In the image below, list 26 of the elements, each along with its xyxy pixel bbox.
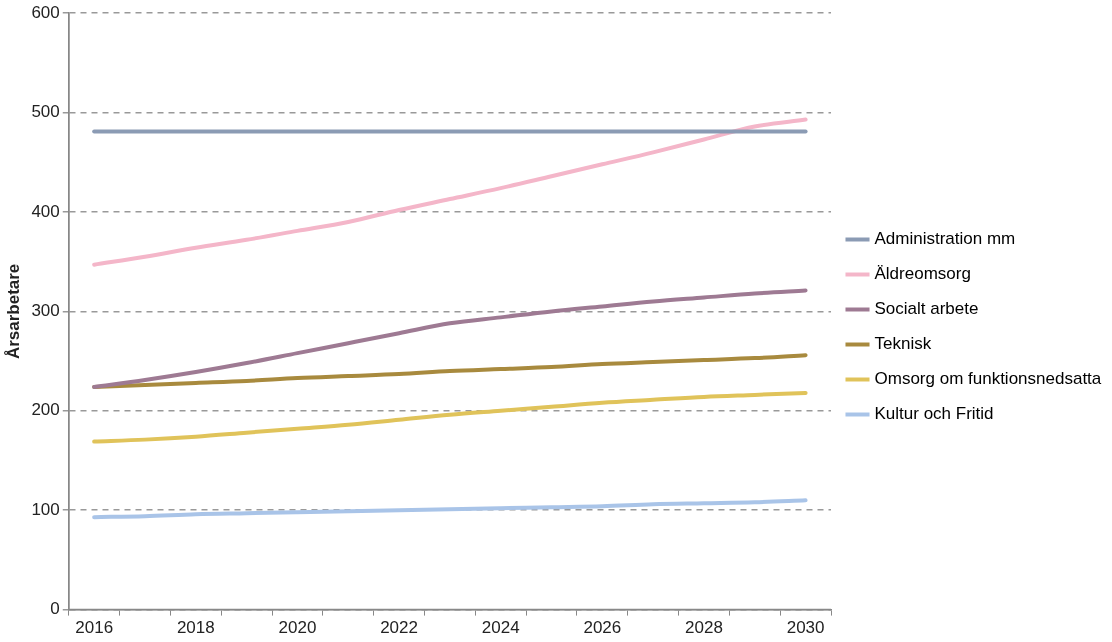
- x-tick-label: 2028: [685, 618, 723, 638]
- x-tick-label: 2026: [583, 618, 622, 638]
- legend-label: Teknisk: [874, 334, 932, 354]
- x-tick-label: 2022: [380, 618, 418, 638]
- y-tick-label: 300: [31, 301, 60, 321]
- y-tick-label: 100: [31, 499, 60, 519]
- line-series: [92, 117, 808, 267]
- legend-label: Administration mm: [874, 229, 1016, 249]
- x-tick-label: 2024: [481, 618, 520, 638]
- legend-label: Socialt arbete: [874, 299, 979, 319]
- y-axis-title: Årsarbetare: [3, 263, 23, 360]
- y-tick-label: 200: [31, 400, 60, 420]
- x-tick-label: 2030: [786, 618, 825, 638]
- y-tick-label: 500: [31, 102, 60, 122]
- x-tick-label: 2016: [75, 618, 114, 638]
- x-tick-label: 2018: [176, 618, 215, 638]
- line-series: [92, 498, 808, 520]
- x-tick-label: 2020: [278, 618, 317, 638]
- legend-label: Äldreomsorg: [874, 264, 971, 284]
- y-tick-label: 0: [50, 599, 60, 619]
- legend-label: Omsorg om funktionsnedsatta: [874, 369, 1102, 389]
- y-tick-label: 600: [31, 2, 60, 22]
- legend-label: Kultur och Fritid: [874, 404, 994, 424]
- y-tick-label: 400: [31, 201, 60, 221]
- line-series: [92, 288, 808, 389]
- line-series: [92, 390, 808, 444]
